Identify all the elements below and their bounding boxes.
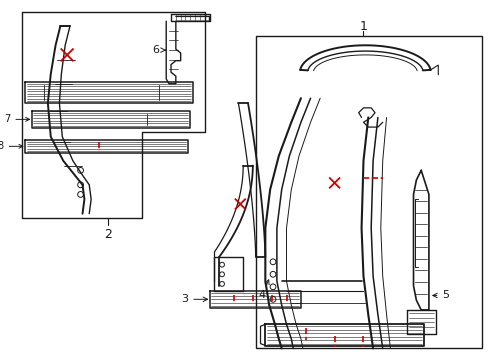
Text: 7: 7	[4, 114, 29, 124]
Bar	[255, 36, 481, 348]
Text: 1: 1	[359, 19, 366, 32]
Text: 3: 3	[181, 294, 207, 304]
Text: 6: 6	[152, 45, 165, 55]
Text: 4: 4	[258, 280, 268, 301]
Text: 8: 8	[0, 141, 23, 151]
Text: 2: 2	[104, 228, 112, 241]
Text: 5: 5	[432, 291, 448, 301]
